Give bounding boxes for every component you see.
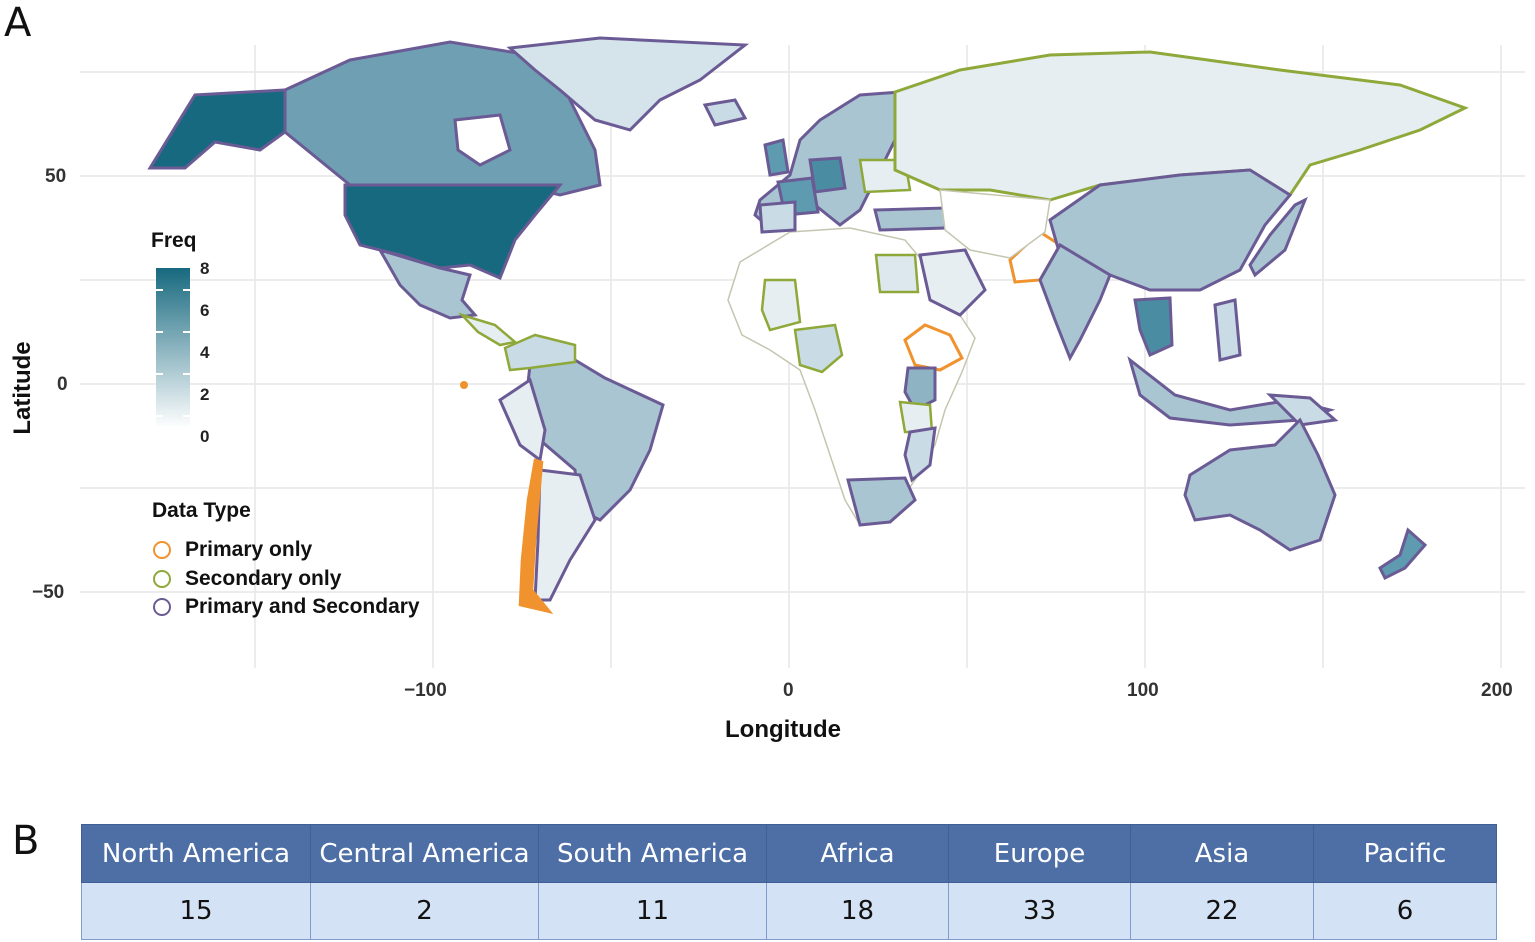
panel-letter-b: B bbox=[12, 818, 40, 864]
x-tick-label: −100 bbox=[404, 680, 447, 701]
x-tick-label: 200 bbox=[1481, 680, 1513, 701]
galapagos-islands bbox=[460, 381, 468, 389]
column-header-central-america: Central America bbox=[310, 824, 539, 883]
country-ethiopia bbox=[903, 323, 965, 372]
table-cell: 22 bbox=[1130, 882, 1314, 940]
country-colombia-venezuela bbox=[503, 333, 577, 372]
freq-color-bar bbox=[156, 268, 190, 428]
country-russia bbox=[893, 50, 1469, 202]
legend-item-primary-only: Primary only bbox=[153, 538, 312, 562]
country-chile bbox=[518, 458, 554, 615]
country-argentina bbox=[533, 468, 597, 602]
table-cell: 2 bbox=[310, 882, 539, 940]
purple-ring-icon bbox=[153, 598, 171, 616]
x-axis-title: Longitude bbox=[725, 716, 841, 743]
country-alaska bbox=[147, 88, 287, 170]
table-cell: 11 bbox=[538, 882, 767, 940]
legend-item-label: Primary and Secondary bbox=[185, 595, 420, 618]
freq-tick-label: 8 bbox=[200, 259, 210, 278]
country-germany bbox=[808, 156, 847, 194]
country-mexico bbox=[376, 247, 478, 320]
freq-legend-title: Freq bbox=[151, 229, 197, 252]
x-tick-label: 0 bbox=[783, 680, 794, 701]
country-thailand bbox=[1133, 296, 1174, 358]
country-egypt bbox=[874, 253, 920, 294]
world-map bbox=[80, 36, 1525, 668]
country-australia bbox=[1183, 417, 1337, 552]
freq-tick-label: 4 bbox=[200, 343, 210, 362]
country-philippines bbox=[1213, 298, 1242, 362]
central-america bbox=[457, 312, 518, 347]
y-axis-title: Latitude bbox=[9, 341, 36, 435]
column-header-europe: Europe bbox=[948, 824, 1131, 883]
column-header-north-america: North America bbox=[81, 824, 311, 883]
green-ring-icon bbox=[153, 570, 171, 588]
central-asia bbox=[939, 189, 1051, 259]
freq-bar-ticks bbox=[156, 289, 190, 417]
table-row: 15 2 11 18 33 22 6 bbox=[81, 882, 1497, 940]
column-header-south-america: South America bbox=[538, 824, 767, 883]
country-peru bbox=[498, 377, 547, 463]
hudson-bay bbox=[453, 113, 512, 167]
country-japan bbox=[1248, 196, 1308, 278]
freq-tick-label: 2 bbox=[200, 385, 210, 404]
table-cell: 6 bbox=[1313, 882, 1497, 940]
country-iceland bbox=[702, 98, 748, 127]
country-nigeria bbox=[793, 323, 844, 374]
y-tick-label: 50 bbox=[45, 166, 67, 187]
orange-ring-icon bbox=[153, 541, 171, 559]
country-turkey bbox=[873, 206, 947, 232]
freq-tick-label: 6 bbox=[200, 301, 210, 320]
legend-item-primary-and-secondary: Primary and Secondary bbox=[153, 595, 420, 619]
country-saudi-arabia bbox=[918, 248, 987, 317]
column-header-africa: Africa bbox=[766, 824, 949, 883]
country-papua-new-guinea bbox=[1266, 393, 1339, 427]
freq-tick-label: 0 bbox=[200, 427, 210, 446]
country-south-africa bbox=[846, 476, 917, 527]
country-spain bbox=[758, 200, 797, 234]
country-india bbox=[1038, 242, 1112, 362]
country-mali bbox=[760, 278, 802, 332]
legend-item-secondary-only: Secondary only bbox=[153, 567, 341, 591]
table-header-row: North America Central America South Amer… bbox=[81, 824, 1497, 883]
column-header-asia: Asia bbox=[1130, 824, 1314, 883]
y-tick-label: −50 bbox=[32, 582, 65, 603]
data-type-legend-title: Data Type bbox=[152, 499, 251, 522]
table-cell: 18 bbox=[766, 882, 949, 940]
y-tick-label: 0 bbox=[57, 374, 68, 395]
legend-item-label: Primary only bbox=[185, 538, 313, 561]
x-tick-label: 100 bbox=[1127, 680, 1159, 701]
country-new-zealand bbox=[1378, 527, 1428, 581]
country-uk bbox=[763, 138, 790, 177]
panel-letter-a: A bbox=[4, 0, 32, 46]
column-header-pacific: Pacific bbox=[1313, 824, 1497, 883]
country-tanzania bbox=[898, 400, 934, 434]
region-count-table: North America Central America South Amer… bbox=[81, 824, 1497, 940]
legend-item-label: Secondary only bbox=[185, 567, 342, 590]
country-greenland bbox=[506, 36, 750, 132]
country-mozambique bbox=[903, 426, 937, 483]
country-usa bbox=[343, 183, 564, 280]
table-cell: 15 bbox=[81, 882, 311, 940]
table-cell: 33 bbox=[948, 882, 1131, 940]
